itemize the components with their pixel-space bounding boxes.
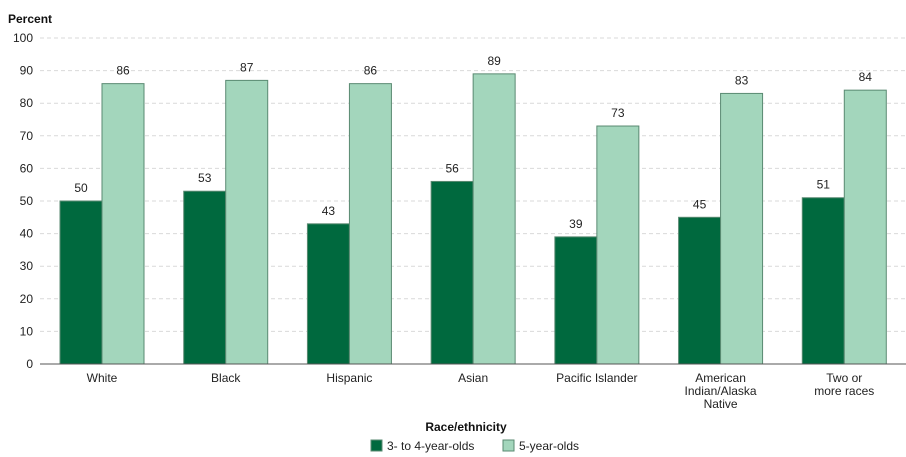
- y-axis-title: Percent: [8, 12, 52, 26]
- data-label: 50: [74, 181, 88, 195]
- x-axis-title: Race/ethnicity: [425, 420, 507, 434]
- bar-age-3-4-6: [801, 197, 845, 365]
- y-tick-label: 0: [26, 357, 33, 371]
- y-tick-label: 40: [20, 227, 34, 241]
- bar-age-5-3: [472, 73, 516, 365]
- data-label: 86: [116, 64, 130, 78]
- data-label: 53: [198, 171, 212, 185]
- category-label: Two or: [826, 371, 862, 385]
- data-label: 73: [611, 106, 625, 120]
- data-label: 56: [445, 161, 459, 175]
- y-tick-label: 70: [20, 129, 34, 143]
- category-label: American: [695, 371, 746, 385]
- bar-age-3-4-1: [183, 190, 227, 365]
- y-tick-label: 90: [20, 64, 34, 78]
- category-label: Native: [704, 397, 738, 411]
- legend: 3- to 4-year-olds 5-year-olds: [370, 439, 579, 453]
- y-axis-ticks: 0 10 20 30 40 50 60 70 80 90 100: [13, 31, 33, 371]
- data-label: 84: [859, 70, 873, 84]
- data-label: 87: [240, 60, 254, 74]
- legend-label: 5-year-olds: [519, 439, 579, 453]
- data-label: 86: [364, 64, 378, 78]
- legend-swatch: [370, 439, 383, 452]
- legend-label: 3- to 4-year-olds: [387, 439, 474, 453]
- bar-age-5-6: [843, 89, 887, 365]
- category-label: Asian: [458, 371, 488, 385]
- bar-age-5-0: [101, 83, 145, 365]
- data-label: 39: [569, 217, 583, 231]
- y-tick-label: 80: [20, 96, 34, 110]
- legend-swatch: [502, 439, 515, 452]
- data-label: 45: [693, 197, 707, 211]
- category-label: Hispanic: [326, 371, 372, 385]
- y-tick-label: 30: [20, 259, 34, 273]
- category-labels: White Black Hispanic Asian Pacific Islander A…: [87, 371, 875, 411]
- data-label: 51: [817, 178, 831, 192]
- bar-age-3-4-5: [678, 216, 722, 365]
- bars: 50 53 43 56 39 45 51 86 87 86 89 73 83 84: [59, 54, 887, 365]
- y-tick-label: 60: [20, 161, 34, 175]
- data-label: 83: [735, 73, 749, 87]
- y-tick-label: 20: [20, 292, 34, 306]
- bar-age-3-4-0: [59, 200, 103, 365]
- bar-age-5-1: [225, 79, 269, 365]
- bar-age-5-2: [348, 83, 392, 365]
- bar-age-5-5: [720, 92, 764, 365]
- category-label: Pacific Islander: [556, 371, 637, 385]
- y-tick-label: 100: [13, 31, 33, 45]
- bar-age-3-4-3: [430, 180, 474, 365]
- category-label: Black: [211, 371, 241, 385]
- y-tick-label: 10: [20, 324, 34, 338]
- category-label: more races: [814, 384, 874, 398]
- category-label: White: [87, 371, 118, 385]
- bar-age-3-4-2: [306, 223, 350, 365]
- bar-age-5-4: [596, 125, 640, 365]
- category-label: Indian/Alaska: [685, 384, 757, 398]
- data-label: 43: [322, 204, 336, 218]
- bar-age-3-4-4: [554, 236, 598, 365]
- data-label: 89: [487, 54, 501, 68]
- y-tick-label: 50: [20, 194, 34, 208]
